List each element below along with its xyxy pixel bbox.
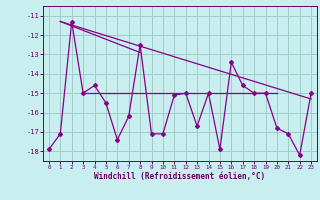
X-axis label: Windchill (Refroidissement éolien,°C): Windchill (Refroidissement éolien,°C) xyxy=(94,172,266,181)
